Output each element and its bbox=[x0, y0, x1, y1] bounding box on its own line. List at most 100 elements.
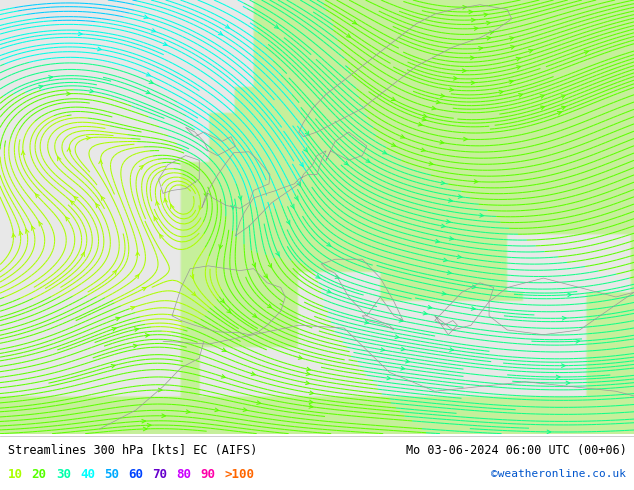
FancyArrowPatch shape bbox=[309, 405, 313, 408]
FancyArrowPatch shape bbox=[306, 381, 309, 385]
FancyArrowPatch shape bbox=[112, 327, 116, 331]
FancyArrowPatch shape bbox=[585, 50, 588, 54]
FancyArrowPatch shape bbox=[510, 37, 514, 40]
FancyArrowPatch shape bbox=[297, 182, 301, 186]
FancyArrowPatch shape bbox=[139, 166, 143, 169]
FancyArrowPatch shape bbox=[152, 29, 155, 32]
FancyArrowPatch shape bbox=[556, 375, 560, 379]
FancyArrowPatch shape bbox=[219, 31, 223, 35]
FancyArrowPatch shape bbox=[98, 47, 101, 51]
Text: 10: 10 bbox=[8, 468, 23, 481]
FancyArrowPatch shape bbox=[462, 69, 466, 73]
FancyArrowPatch shape bbox=[96, 204, 100, 208]
FancyArrowPatch shape bbox=[215, 408, 219, 412]
FancyArrowPatch shape bbox=[158, 388, 162, 392]
FancyArrowPatch shape bbox=[219, 245, 223, 248]
FancyArrowPatch shape bbox=[171, 205, 174, 209]
FancyArrowPatch shape bbox=[418, 122, 422, 126]
FancyArrowPatch shape bbox=[469, 10, 472, 14]
FancyArrowPatch shape bbox=[268, 304, 271, 308]
FancyArrowPatch shape bbox=[287, 220, 290, 224]
FancyArrowPatch shape bbox=[401, 135, 404, 138]
FancyArrowPatch shape bbox=[164, 198, 167, 202]
FancyArrowPatch shape bbox=[436, 100, 440, 104]
FancyArrowPatch shape bbox=[335, 275, 339, 278]
FancyArrowPatch shape bbox=[304, 148, 307, 152]
FancyArrowPatch shape bbox=[510, 46, 515, 49]
FancyArrowPatch shape bbox=[162, 414, 165, 417]
FancyArrowPatch shape bbox=[576, 340, 579, 343]
FancyArrowPatch shape bbox=[19, 231, 23, 235]
FancyArrowPatch shape bbox=[36, 194, 39, 198]
FancyArrowPatch shape bbox=[562, 364, 565, 368]
FancyArrowPatch shape bbox=[142, 419, 146, 423]
FancyArrowPatch shape bbox=[155, 201, 159, 205]
FancyArrowPatch shape bbox=[199, 206, 202, 210]
FancyArrowPatch shape bbox=[423, 114, 427, 118]
FancyArrowPatch shape bbox=[327, 290, 331, 293]
FancyArrowPatch shape bbox=[441, 224, 445, 228]
FancyArrowPatch shape bbox=[243, 408, 247, 412]
FancyArrowPatch shape bbox=[562, 317, 566, 320]
FancyArrowPatch shape bbox=[111, 365, 115, 368]
FancyArrowPatch shape bbox=[479, 47, 482, 50]
FancyArrowPatch shape bbox=[463, 137, 467, 141]
Text: 40: 40 bbox=[80, 468, 95, 481]
FancyArrowPatch shape bbox=[131, 306, 134, 310]
FancyArrowPatch shape bbox=[380, 348, 385, 351]
FancyArrowPatch shape bbox=[540, 95, 544, 98]
FancyArrowPatch shape bbox=[463, 5, 467, 9]
FancyArrowPatch shape bbox=[547, 430, 551, 434]
FancyArrowPatch shape bbox=[365, 320, 368, 324]
FancyArrowPatch shape bbox=[366, 159, 370, 162]
FancyArrowPatch shape bbox=[49, 75, 53, 79]
FancyArrowPatch shape bbox=[509, 80, 513, 84]
FancyArrowPatch shape bbox=[450, 88, 453, 92]
FancyArrowPatch shape bbox=[429, 162, 433, 165]
FancyArrowPatch shape bbox=[557, 111, 561, 115]
FancyArrowPatch shape bbox=[204, 193, 207, 197]
FancyArrowPatch shape bbox=[134, 328, 138, 331]
Text: 70: 70 bbox=[152, 468, 167, 481]
Text: 80: 80 bbox=[176, 468, 191, 481]
FancyArrowPatch shape bbox=[299, 356, 302, 359]
FancyArrowPatch shape bbox=[401, 367, 404, 370]
FancyArrowPatch shape bbox=[399, 318, 403, 322]
FancyArrowPatch shape bbox=[441, 181, 445, 185]
Text: Streamlines 300 hPa [kts] EC (AIFS): Streamlines 300 hPa [kts] EC (AIFS) bbox=[8, 444, 257, 457]
FancyArrowPatch shape bbox=[225, 24, 230, 28]
FancyArrowPatch shape bbox=[238, 196, 242, 200]
FancyArrowPatch shape bbox=[154, 217, 157, 221]
FancyArrowPatch shape bbox=[387, 376, 391, 380]
FancyArrowPatch shape bbox=[458, 195, 462, 198]
FancyArrowPatch shape bbox=[406, 360, 410, 363]
FancyArrowPatch shape bbox=[81, 252, 84, 256]
FancyArrowPatch shape bbox=[471, 18, 475, 22]
FancyArrowPatch shape bbox=[276, 252, 279, 256]
FancyArrowPatch shape bbox=[421, 148, 425, 151]
FancyArrowPatch shape bbox=[443, 258, 448, 262]
FancyArrowPatch shape bbox=[252, 314, 257, 317]
FancyArrowPatch shape bbox=[309, 391, 313, 394]
FancyArrowPatch shape bbox=[163, 42, 167, 46]
FancyArrowPatch shape bbox=[471, 307, 475, 310]
FancyArrowPatch shape bbox=[99, 160, 103, 164]
FancyArrowPatch shape bbox=[562, 106, 566, 110]
FancyArrowPatch shape bbox=[472, 285, 476, 289]
FancyArrowPatch shape bbox=[113, 270, 117, 274]
FancyArrowPatch shape bbox=[67, 148, 70, 152]
FancyArrowPatch shape bbox=[499, 91, 503, 94]
FancyArrowPatch shape bbox=[135, 274, 139, 278]
FancyArrowPatch shape bbox=[474, 180, 478, 183]
Text: 30: 30 bbox=[56, 468, 71, 481]
FancyArrowPatch shape bbox=[221, 375, 225, 378]
FancyArrowPatch shape bbox=[101, 196, 105, 200]
FancyArrowPatch shape bbox=[290, 204, 294, 208]
Text: ©weatheronline.co.uk: ©weatheronline.co.uk bbox=[491, 469, 626, 479]
Text: 60: 60 bbox=[128, 468, 143, 481]
FancyArrowPatch shape bbox=[89, 89, 94, 93]
FancyArrowPatch shape bbox=[149, 80, 153, 83]
Text: >100: >100 bbox=[224, 468, 254, 481]
FancyArrowPatch shape bbox=[395, 335, 399, 339]
FancyArrowPatch shape bbox=[160, 234, 163, 238]
